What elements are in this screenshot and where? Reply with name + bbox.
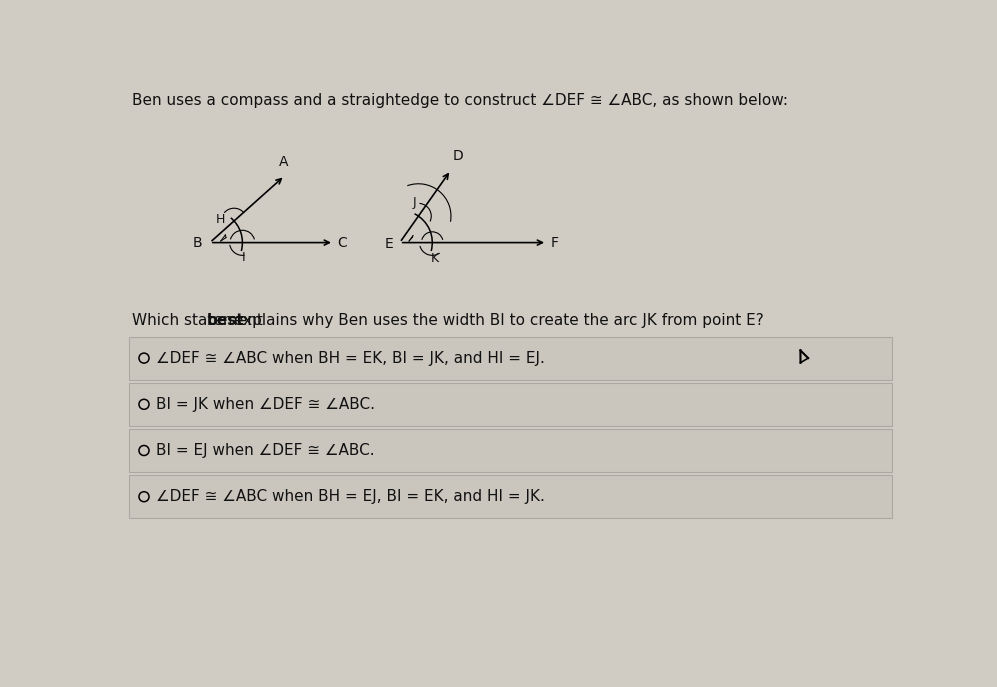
Text: explains why Ben uses the width BI to create the arc JK from point E?: explains why Ben uses the width BI to cr…: [229, 313, 764, 328]
Text: BI = JK when ∠DEF ≅ ∠ABC.: BI = JK when ∠DEF ≅ ∠ABC.: [157, 397, 376, 412]
Text: D: D: [453, 149, 464, 163]
Text: Which statement: Which statement: [133, 313, 268, 328]
FancyBboxPatch shape: [129, 337, 892, 380]
Text: C: C: [338, 236, 348, 249]
Text: ∠DEF ≅ ∠ABC when BH = EJ, BI = EK, and HI = JK.: ∠DEF ≅ ∠ABC when BH = EJ, BI = EK, and H…: [157, 489, 545, 504]
Text: F: F: [551, 236, 559, 249]
Text: H: H: [215, 213, 224, 226]
Text: BI = EJ when ∠DEF ≅ ∠ABC.: BI = EJ when ∠DEF ≅ ∠ABC.: [157, 443, 375, 458]
Text: best: best: [206, 313, 244, 328]
Text: J: J: [413, 196, 417, 209]
FancyBboxPatch shape: [129, 383, 892, 426]
Text: K: K: [431, 252, 439, 265]
FancyBboxPatch shape: [129, 429, 892, 472]
Text: Ben uses a compass and a straightedge to construct ∠DEF ≅ ∠ABC, as shown below:: Ben uses a compass and a straightedge to…: [133, 93, 789, 109]
Text: ∠DEF ≅ ∠ABC when BH = EK, BI = JK, and HI = EJ.: ∠DEF ≅ ∠ABC when BH = EK, BI = JK, and H…: [157, 350, 545, 365]
Text: A: A: [278, 155, 288, 169]
Text: I: I: [241, 251, 245, 264]
FancyBboxPatch shape: [129, 475, 892, 518]
Text: E: E: [385, 237, 394, 251]
Text: B: B: [192, 236, 202, 249]
